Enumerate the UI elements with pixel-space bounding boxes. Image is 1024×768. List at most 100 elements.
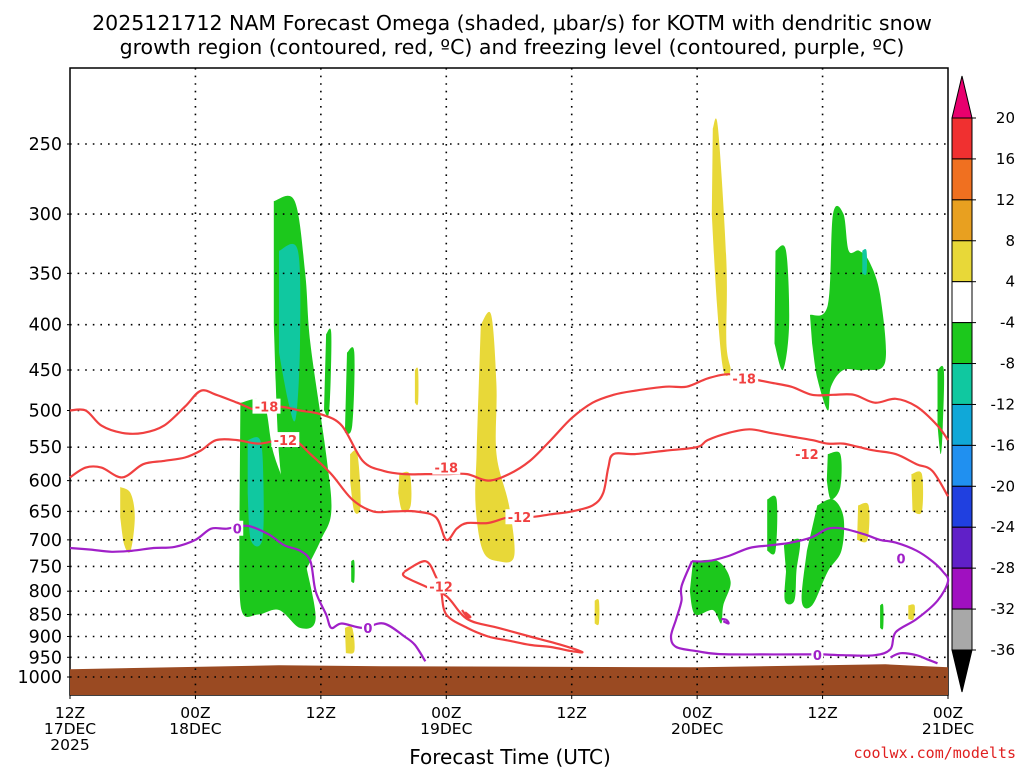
omega-region (324, 328, 332, 417)
colorbar: 20 16 12 8 4 -4 -8 -12 -16 -20 -24 -28 -32 -36 (951, 75, 1016, 693)
contour-label-layer: -18 -12 -18 -12 -12 -18 -12 0 0 0 0 (231, 370, 907, 664)
omega-region (344, 626, 355, 654)
omega-region (826, 451, 842, 500)
omega-region (475, 311, 515, 563)
freezing-level-contour-line (720, 617, 730, 625)
colorbar-swatch (951, 199, 973, 242)
colorbar-swatch (951, 322, 973, 365)
contour-label-bg (811, 647, 824, 663)
colorbar-label: -36 (991, 641, 1016, 659)
omega-region (783, 538, 801, 605)
colorbar-label: -12 (991, 395, 1016, 413)
colorbar-label: -16 (991, 436, 1016, 454)
y-tick-label: 450 (29, 361, 62, 381)
y-tick-label: 400 (29, 316, 62, 336)
dendritic-contour-line (69, 373, 949, 482)
contour-label: -18 (255, 401, 279, 416)
omega-shading-layer (120, 118, 945, 654)
y-tick-label: 900 (29, 627, 62, 647)
contour-label-bg (231, 520, 244, 536)
colorbar-swatch (951, 567, 973, 610)
omega-region (774, 245, 790, 371)
y-tick-label: 700 (29, 531, 62, 551)
colorbar-label: -28 (991, 559, 1016, 577)
plot-frame (69, 67, 949, 696)
omega-region (801, 499, 845, 609)
y-tick-label: 800 (29, 582, 62, 602)
x-axis-title: Forecast Time (UTC) (409, 745, 611, 768)
colorbar-label: -20 (991, 477, 1016, 495)
x-tick-label: 2025 (50, 736, 89, 754)
omega-region (689, 559, 731, 624)
y-tick-label: 300 (29, 205, 62, 225)
contour-label: -18 (435, 462, 459, 477)
omega-region (351, 559, 355, 583)
colorbar-label: 16 (996, 150, 1015, 168)
omega-region (398, 471, 412, 513)
omega-region (880, 603, 884, 630)
omega-region (344, 347, 355, 434)
colorbar-label: 20 (996, 109, 1015, 127)
contour-label: -12 (795, 448, 819, 463)
colorbar-label: 8 (1005, 232, 1015, 250)
contour-label: 0 (363, 622, 372, 637)
y-tick-label: 500 (29, 402, 62, 422)
colorbar-label: -24 (991, 518, 1016, 536)
x-tick-label: 00Z (682, 704, 712, 722)
x-tick-label: 12Z (306, 704, 336, 722)
x-tick-label: 17DEC (44, 720, 96, 738)
freezing-level-contour-line (669, 526, 950, 657)
x-tick-label: 12Z (55, 704, 85, 722)
omega-region (594, 599, 600, 626)
contour-label-bg (427, 578, 456, 594)
chart-title-line2: growth region (contoured, red, ºC) and f… (120, 35, 905, 59)
omega-region (120, 487, 135, 553)
colorbar-label: 12 (996, 191, 1015, 209)
contour-label-bg (252, 398, 281, 414)
omega-region (862, 249, 868, 276)
contour-label-bg (361, 619, 374, 635)
chart-title-line1: 2025121712 NAM Forecast Omega (shaded, μ… (92, 11, 932, 35)
chart-title-group: 2025121712 NAM Forecast Omega (shaded, μ… (92, 11, 932, 59)
colorbar-label: -32 (991, 600, 1016, 618)
x-tick-label: 19DEC (420, 720, 472, 738)
plot-area (69, 67, 949, 696)
contour-label-bg (792, 446, 821, 462)
colorbar-swatch (951, 117, 973, 160)
contour-label: -12 (508, 511, 532, 526)
omega-region (279, 243, 301, 422)
omega-region (810, 205, 887, 411)
contour-label-bg (271, 432, 300, 448)
ground-terrain (70, 664, 948, 695)
omega-region (414, 367, 419, 406)
colorbar-swatch (951, 363, 973, 405)
colorbar-swatch (951, 444, 973, 487)
omega-region (350, 450, 361, 514)
colorbar-bottom-triangle (951, 649, 973, 693)
colorbar-swatch (951, 608, 973, 651)
x-tick-label: 12Z (807, 704, 837, 722)
x-tick-label: 18DEC (169, 720, 221, 738)
y-tick-label: 250 (29, 135, 62, 155)
y-axis: 2503003504004505005506006507007508008509… (17, 135, 70, 688)
contour-label: -12 (429, 580, 453, 595)
y-tick-label: 350 (29, 264, 62, 284)
omega-region (911, 471, 924, 515)
colorbar-label: -4 (1000, 314, 1015, 332)
y-tick-label: 550 (29, 438, 62, 458)
contour-label-bg (730, 370, 759, 386)
freezing-level-contour-line (890, 652, 938, 665)
colorbar-label: 4 (1005, 273, 1015, 291)
x-tick-label: 21DEC (922, 720, 974, 738)
colorbar-swatch (951, 240, 973, 283)
colorbar-swatch (951, 526, 973, 569)
y-tick-label: 950 (29, 648, 62, 668)
omega-region (908, 604, 915, 621)
colorbar-label: -8 (1000, 355, 1015, 373)
x-tick-label: 00Z (431, 704, 461, 722)
ground-layer (70, 664, 948, 695)
colorbar-swatch (951, 158, 973, 201)
x-tick-label: 20DEC (671, 720, 723, 738)
contour-label: 0 (896, 553, 905, 568)
